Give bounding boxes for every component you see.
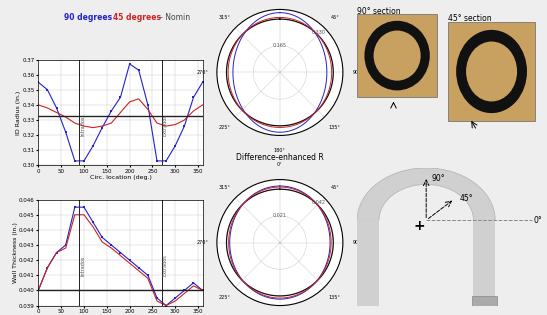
Text: 45°: 45°	[460, 194, 474, 203]
Text: – Nomin: – Nomin	[159, 13, 190, 22]
Text: Intrados: Intrados	[80, 255, 85, 276]
Text: 90° section: 90° section	[357, 7, 401, 15]
Ellipse shape	[456, 30, 527, 113]
Ellipse shape	[364, 21, 430, 90]
Bar	[472, 296, 497, 307]
Text: 90°: 90°	[432, 175, 445, 184]
Bar	[473, 220, 495, 306]
Bar	[357, 14, 437, 97]
Text: 0.165: 0.165	[273, 43, 287, 48]
Text: +: +	[413, 219, 424, 233]
Text: Extrados: Extrados	[162, 254, 167, 276]
Text: 45 degrees: 45 degrees	[113, 13, 161, 22]
Text: Intrados: Intrados	[80, 115, 85, 136]
Text: 90 degrees: 90 degrees	[63, 13, 112, 22]
Text: 0.042: 0.042	[311, 200, 325, 205]
Text: 45° section: 45° section	[448, 14, 492, 23]
Text: 0.330: 0.330	[311, 30, 325, 35]
Y-axis label: Wall Thickness (in.): Wall Thickness (in.)	[13, 222, 18, 283]
Y-axis label: ID Radius (in.): ID Radius (in.)	[16, 90, 21, 135]
Ellipse shape	[466, 42, 517, 101]
Text: 0.021: 0.021	[273, 213, 287, 218]
X-axis label: Circ. location (deg.): Circ. location (deg.)	[90, 175, 152, 180]
Ellipse shape	[374, 31, 421, 81]
Bar	[448, 21, 535, 121]
Bar	[357, 220, 379, 306]
Title: Difference-enhanced R: Difference-enhanced R	[236, 153, 324, 163]
Text: Extrados: Extrados	[162, 114, 167, 136]
Polygon shape	[357, 168, 495, 220]
Text: 0°: 0°	[533, 216, 542, 225]
